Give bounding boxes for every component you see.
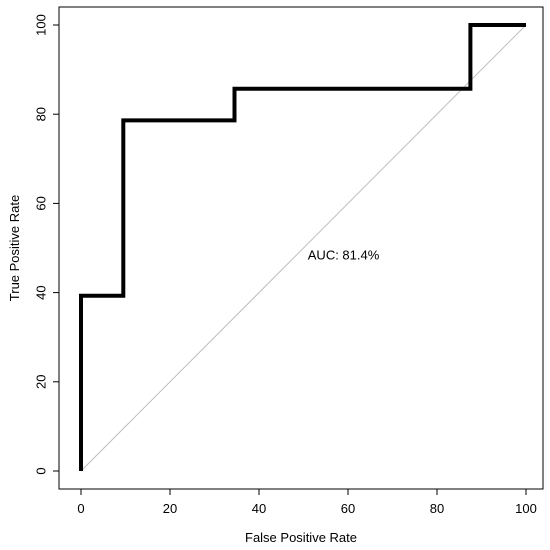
y-tick-label: 80 (34, 107, 49, 121)
y-axis-title: True Positive Rate (7, 195, 22, 301)
y-tick-label: 0 (34, 467, 49, 474)
y-tick-label: 100 (34, 14, 49, 36)
x-tick-label: 80 (430, 501, 444, 516)
x-tick-label: 40 (252, 501, 266, 516)
auc-annotation: AUC: 81.4% (308, 248, 380, 263)
roc-curve (79, 23, 526, 471)
y-tick-label: 40 (34, 285, 49, 299)
x-tick-label: 20 (163, 501, 177, 516)
x-tick-label: 60 (341, 501, 355, 516)
y-tick-label: 20 (34, 375, 49, 389)
x-tick-label: 0 (77, 501, 84, 516)
y-tick-label: 60 (34, 196, 49, 210)
series-layer (79, 23, 527, 472)
x-tick-label: 100 (515, 501, 537, 516)
x-axis-title: False Positive Rate (245, 530, 357, 545)
y-axis: 0 20 40 60 80 100 (34, 14, 60, 475)
reference-diagonal (80, 24, 527, 472)
x-axis: 0 20 40 60 80 100 (77, 488, 537, 516)
